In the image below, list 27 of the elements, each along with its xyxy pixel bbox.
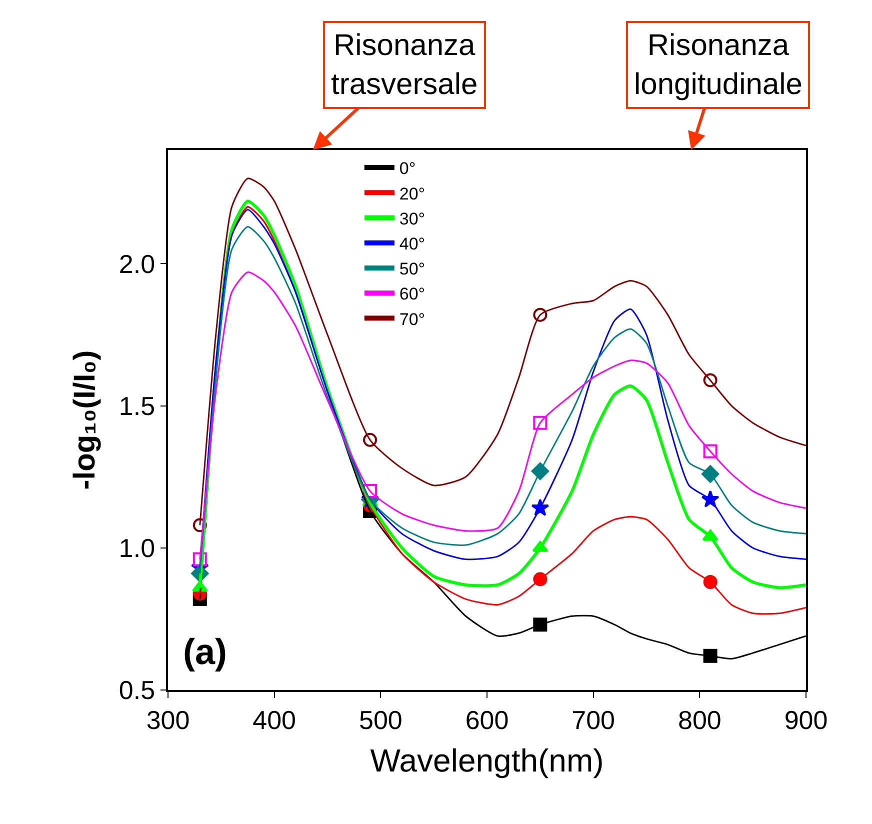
x-tick-label: 800 xyxy=(678,704,722,735)
legend-label: 30° xyxy=(399,209,426,228)
point xyxy=(703,648,718,663)
x-tick-label: 700 xyxy=(572,704,616,735)
x-tick-label: 300 xyxy=(146,704,190,735)
point xyxy=(533,618,548,632)
y-tick-label: 2.0 xyxy=(118,248,156,279)
x-axis-title: Wavelength(nm) xyxy=(370,742,604,778)
y-tick-label: 0.5 xyxy=(118,675,156,706)
y-tick-label: 1.5 xyxy=(118,390,156,421)
legend-label: 70° xyxy=(399,310,426,329)
text: Risonanza longitudinale xyxy=(634,29,802,101)
legend-label: 50° xyxy=(399,260,426,279)
point xyxy=(531,462,549,480)
text: Risonanza trasversale xyxy=(331,29,478,101)
legend-label: 40° xyxy=(399,234,426,254)
y-tick-label: 1.0 xyxy=(118,532,156,563)
legend-label: 20° xyxy=(399,184,426,204)
x-tick-label: 900 xyxy=(784,704,828,735)
legend-label: 0° xyxy=(399,159,416,178)
annotation: (a) xyxy=(183,631,227,672)
x-tick-label: 500 xyxy=(358,704,402,735)
legend-label: 60° xyxy=(399,284,426,304)
y-axis-title: -log₁₀(I/I₀) xyxy=(68,350,102,490)
x-tick-label: 400 xyxy=(252,704,296,735)
x-tick-label: 600 xyxy=(465,704,509,735)
point xyxy=(702,465,720,483)
